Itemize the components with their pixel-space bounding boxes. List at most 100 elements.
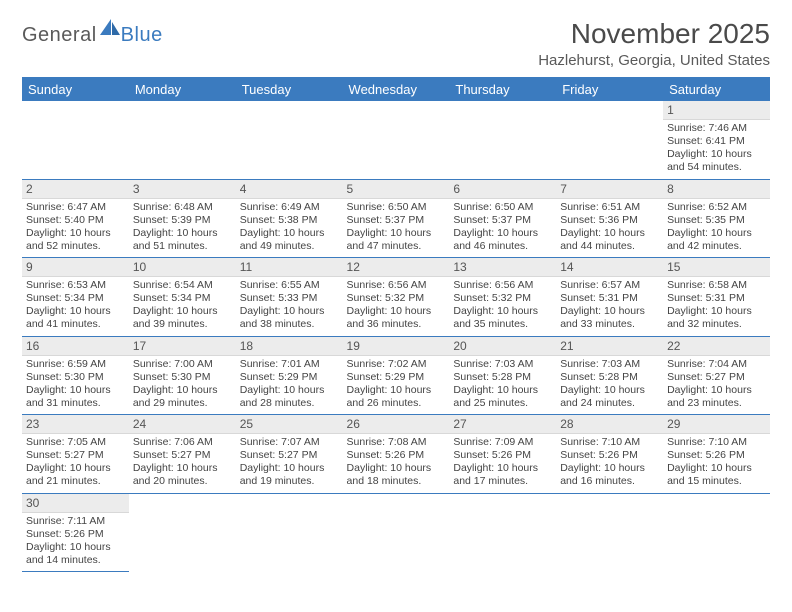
- day-details: Sunrise: 6:49 AMSunset: 5:38 PMDaylight:…: [236, 199, 343, 258]
- calendar-cell: 5Sunrise: 6:50 AMSunset: 5:37 PMDaylight…: [343, 179, 450, 258]
- day-number: 5: [343, 180, 450, 199]
- calendar-body: 1Sunrise: 7:46 AMSunset: 6:41 PMDaylight…: [22, 101, 770, 572]
- day-number: 21: [556, 337, 663, 356]
- calendar-cell-empty: [663, 493, 770, 572]
- calendar-cell: 27Sunrise: 7:09 AMSunset: 5:26 PMDayligh…: [449, 415, 556, 494]
- day-number: 26: [343, 415, 450, 434]
- calendar-cell-empty: [236, 101, 343, 179]
- calendar-cell: 30Sunrise: 7:11 AMSunset: 5:26 PMDayligh…: [22, 493, 129, 572]
- day-number: 12: [343, 258, 450, 277]
- day-details: Sunrise: 6:52 AMSunset: 5:35 PMDaylight:…: [663, 199, 770, 258]
- calendar-cell-empty: [129, 493, 236, 572]
- calendar-cell: 6Sunrise: 6:50 AMSunset: 5:37 PMDaylight…: [449, 179, 556, 258]
- day-details: Sunrise: 7:03 AMSunset: 5:28 PMDaylight:…: [449, 356, 556, 415]
- day-number: 29: [663, 415, 770, 434]
- day-details: Sunrise: 6:56 AMSunset: 5:32 PMDaylight:…: [343, 277, 450, 336]
- calendar-cell: 4Sunrise: 6:49 AMSunset: 5:38 PMDaylight…: [236, 179, 343, 258]
- day-number: 7: [556, 180, 663, 199]
- day-header: Tuesday: [236, 77, 343, 101]
- day-number: 22: [663, 337, 770, 356]
- day-details: Sunrise: 6:57 AMSunset: 5:31 PMDaylight:…: [556, 277, 663, 336]
- day-details: Sunrise: 7:05 AMSunset: 5:27 PMDaylight:…: [22, 434, 129, 493]
- day-details: Sunrise: 6:59 AMSunset: 5:30 PMDaylight:…: [22, 356, 129, 415]
- day-number: 18: [236, 337, 343, 356]
- calendar-cell: 1Sunrise: 7:46 AMSunset: 6:41 PMDaylight…: [663, 101, 770, 179]
- calendar-cell: 15Sunrise: 6:58 AMSunset: 5:31 PMDayligh…: [663, 258, 770, 337]
- day-header: Wednesday: [343, 77, 450, 101]
- day-number: 28: [556, 415, 663, 434]
- calendar-cell-empty: [22, 101, 129, 179]
- day-details: Sunrise: 7:08 AMSunset: 5:26 PMDaylight:…: [343, 434, 450, 493]
- day-details: Sunrise: 7:06 AMSunset: 5:27 PMDaylight:…: [129, 434, 236, 493]
- day-details: Sunrise: 6:50 AMSunset: 5:37 PMDaylight:…: [343, 199, 450, 258]
- day-number: 9: [22, 258, 129, 277]
- day-number: 27: [449, 415, 556, 434]
- day-number: 14: [556, 258, 663, 277]
- calendar-cell: 28Sunrise: 7:10 AMSunset: 5:26 PMDayligh…: [556, 415, 663, 494]
- calendar-cell: 12Sunrise: 6:56 AMSunset: 5:32 PMDayligh…: [343, 258, 450, 337]
- day-details: Sunrise: 7:00 AMSunset: 5:30 PMDaylight:…: [129, 356, 236, 415]
- day-header: Saturday: [663, 77, 770, 101]
- day-number: 10: [129, 258, 236, 277]
- day-number: 30: [22, 494, 129, 513]
- day-details: Sunrise: 6:54 AMSunset: 5:34 PMDaylight:…: [129, 277, 236, 336]
- calendar-cell-empty: [343, 493, 450, 572]
- day-number: 4: [236, 180, 343, 199]
- logo-text-general: General: [22, 24, 97, 47]
- calendar-cell: 2Sunrise: 6:47 AMSunset: 5:40 PMDaylight…: [22, 179, 129, 258]
- calendar-cell: 19Sunrise: 7:02 AMSunset: 5:29 PMDayligh…: [343, 336, 450, 415]
- calendar-cell: 22Sunrise: 7:04 AMSunset: 5:27 PMDayligh…: [663, 336, 770, 415]
- day-number: 3: [129, 180, 236, 199]
- day-details: Sunrise: 6:53 AMSunset: 5:34 PMDaylight:…: [22, 277, 129, 336]
- calendar-cell: 13Sunrise: 6:56 AMSunset: 5:32 PMDayligh…: [449, 258, 556, 337]
- calendar-cell: 9Sunrise: 6:53 AMSunset: 5:34 PMDaylight…: [22, 258, 129, 337]
- calendar-cell: 11Sunrise: 6:55 AMSunset: 5:33 PMDayligh…: [236, 258, 343, 337]
- calendar-cell: 16Sunrise: 6:59 AMSunset: 5:30 PMDayligh…: [22, 336, 129, 415]
- calendar-cell: 21Sunrise: 7:03 AMSunset: 5:28 PMDayligh…: [556, 336, 663, 415]
- day-details: Sunrise: 7:46 AMSunset: 6:41 PMDaylight:…: [663, 120, 770, 179]
- day-number: 1: [663, 101, 770, 120]
- title-block: November 2025 Hazlehurst, Georgia, Unite…: [538, 18, 770, 69]
- day-number: 23: [22, 415, 129, 434]
- day-number: 24: [129, 415, 236, 434]
- day-details: Sunrise: 6:56 AMSunset: 5:32 PMDaylight:…: [449, 277, 556, 336]
- day-number: 19: [343, 337, 450, 356]
- day-number: 20: [449, 337, 556, 356]
- day-details: Sunrise: 7:10 AMSunset: 5:26 PMDaylight:…: [663, 434, 770, 493]
- day-number: 6: [449, 180, 556, 199]
- calendar-cell: 29Sunrise: 7:10 AMSunset: 5:26 PMDayligh…: [663, 415, 770, 494]
- day-details: Sunrise: 6:48 AMSunset: 5:39 PMDaylight:…: [129, 199, 236, 258]
- day-details: Sunrise: 7:09 AMSunset: 5:26 PMDaylight:…: [449, 434, 556, 493]
- day-header: Thursday: [449, 77, 556, 101]
- calendar-cell: 8Sunrise: 6:52 AMSunset: 5:35 PMDaylight…: [663, 179, 770, 258]
- calendar-cell-empty: [449, 101, 556, 179]
- logo-text-blue: Blue: [121, 24, 163, 47]
- page-header: General Blue November 2025 Hazlehurst, G…: [22, 18, 770, 69]
- calendar-cell-empty: [236, 493, 343, 572]
- day-header: Monday: [129, 77, 236, 101]
- month-title: November 2025: [538, 18, 770, 50]
- calendar-cell: 18Sunrise: 7:01 AMSunset: 5:29 PMDayligh…: [236, 336, 343, 415]
- calendar-cell: 3Sunrise: 6:48 AMSunset: 5:39 PMDaylight…: [129, 179, 236, 258]
- day-details: Sunrise: 7:10 AMSunset: 5:26 PMDaylight:…: [556, 434, 663, 493]
- day-details: Sunrise: 7:02 AMSunset: 5:29 PMDaylight:…: [343, 356, 450, 415]
- day-number: 16: [22, 337, 129, 356]
- calendar-cell-empty: [556, 493, 663, 572]
- day-details: Sunrise: 6:47 AMSunset: 5:40 PMDaylight:…: [22, 199, 129, 258]
- day-details: Sunrise: 7:04 AMSunset: 5:27 PMDaylight:…: [663, 356, 770, 415]
- calendar-cell: 7Sunrise: 6:51 AMSunset: 5:36 PMDaylight…: [556, 179, 663, 258]
- day-number: 2: [22, 180, 129, 199]
- day-details: Sunrise: 7:11 AMSunset: 5:26 PMDaylight:…: [22, 513, 129, 572]
- day-details: Sunrise: 7:01 AMSunset: 5:29 PMDaylight:…: [236, 356, 343, 415]
- calendar-cell: 24Sunrise: 7:06 AMSunset: 5:27 PMDayligh…: [129, 415, 236, 494]
- calendar-cell: 26Sunrise: 7:08 AMSunset: 5:26 PMDayligh…: [343, 415, 450, 494]
- day-number: 8: [663, 180, 770, 199]
- logo-sail-icon: [99, 18, 121, 41]
- day-details: Sunrise: 7:07 AMSunset: 5:27 PMDaylight:…: [236, 434, 343, 493]
- calendar-cell-empty: [129, 101, 236, 179]
- day-details: Sunrise: 6:50 AMSunset: 5:37 PMDaylight:…: [449, 199, 556, 258]
- calendar-cell: 14Sunrise: 6:57 AMSunset: 5:31 PMDayligh…: [556, 258, 663, 337]
- logo: General Blue: [22, 24, 163, 47]
- day-details: Sunrise: 6:55 AMSunset: 5:33 PMDaylight:…: [236, 277, 343, 336]
- day-number: 17: [129, 337, 236, 356]
